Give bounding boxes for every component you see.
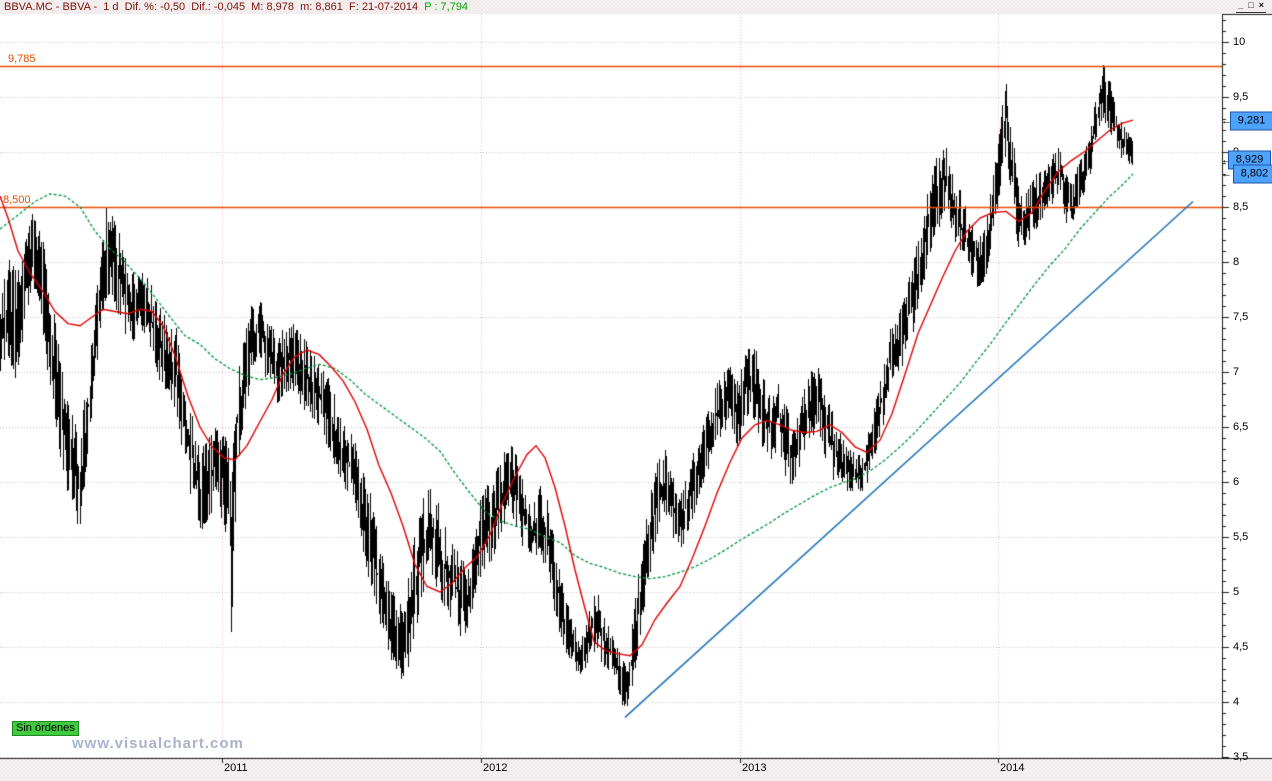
instrument-info-text: BBVA.MC - BBVA - 1 d Dif. %: -0,50 Dif.:… (4, 1, 425, 13)
minimize-icon[interactable]: _ (1238, 0, 1244, 10)
instrument-title: BBVA.MC - BBVA - 1 d Dif. %: -0,50 Dif.:… (4, 1, 468, 13)
window-controls: _ □ × (1236, 0, 1266, 13)
close-icon[interactable]: × (1258, 0, 1264, 10)
last-price-text: P : 7,794 (424, 1, 469, 13)
visualchart-watermark: www.visualchart.com (72, 735, 244, 752)
orders-status-badge: Sin órdenes (12, 721, 79, 736)
restore-icon[interactable]: □ (1248, 0, 1254, 10)
